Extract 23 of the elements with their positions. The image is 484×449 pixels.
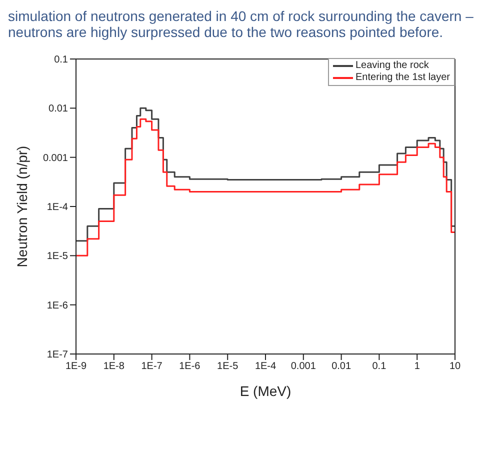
x-tick-label: 1E-6 [179,361,201,372]
y-tick-label: 1E-4 [46,202,68,214]
x-tick-label: 0.1 [372,361,387,372]
legend-label: Leaving the rock [356,60,429,72]
x-axis-title: E (MeV) [240,383,292,399]
y-tick-label: 0.1 [54,54,68,66]
x-tick-label: 10 [449,361,461,372]
x-tick-label: 1E-9 [65,361,87,372]
legend-label: Entering the 1st layer [356,72,450,84]
x-tick-label: 1 [414,361,420,372]
x-tick-label: 1E-4 [254,361,276,372]
x-tick-label: 1E-8 [103,361,125,372]
x-tick-label: 1E-7 [141,361,163,372]
x-tick-label: 0.001 [290,361,316,372]
y-axis-title: Neutron Yield (n/pr) [14,146,30,268]
x-tick-label: 0.01 [332,361,352,372]
x-tick-label: 1E-5 [217,361,239,372]
y-tick-label: 1E-5 [46,251,68,262]
y-tick-label: 1E-6 [46,300,68,312]
y-tick-label: 0.001 [42,152,68,164]
chart-title: simulation of neutrons generated in 40 cm of rock surrounding the cavern – neutrons are highly surpressed due to the two reasons pointed before. [8,8,474,40]
y-tick-label: 1E-7 [46,350,68,361]
y-tick-label: 0.01 [48,104,68,115]
